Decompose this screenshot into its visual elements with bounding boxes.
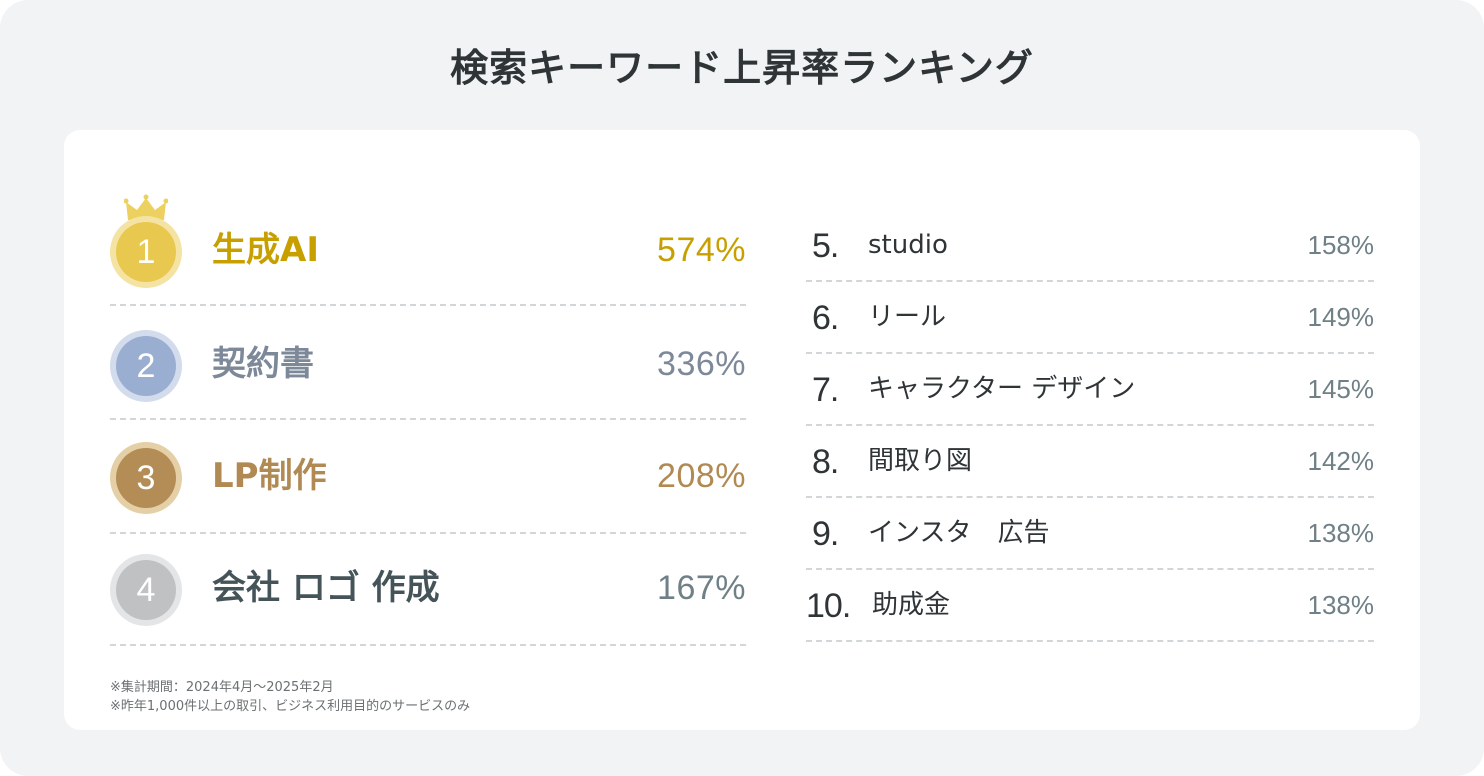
growth-percent: 149% — [1307, 302, 1375, 332]
rank-row-8: 8. 間取り図 142% — [806, 426, 1374, 498]
top-rank-row-4: 4 会社 ロゴ 作成 167% — [110, 534, 746, 646]
medal-gray-icon: 4 — [110, 554, 182, 626]
crown-icon — [124, 194, 168, 220]
medal-gold-icon: 1 — [110, 216, 182, 288]
rank-number: 2 — [136, 346, 156, 385]
growth-percent: 574% — [657, 231, 746, 269]
rank-number: 6. — [812, 299, 839, 337]
keyword-name: 生成AI — [212, 230, 319, 270]
keyword-name: 間取り図 — [868, 446, 973, 476]
ranking-card: 1 生成AI 574% 2 契約書 336% 3 LP制作 20 — [64, 130, 1420, 730]
rank-row-10: 10. 助成金 138% — [806, 570, 1374, 642]
page-title: 検索キーワード上昇率ランキング — [450, 46, 1034, 90]
medal-silver-icon: 2 — [110, 330, 182, 402]
growth-percent: 336% — [657, 345, 746, 383]
keyword-name: 契約書 — [212, 344, 314, 384]
growth-percent: 208% — [657, 457, 746, 495]
keyword-name: リール — [868, 302, 947, 332]
rank-number: 4 — [136, 570, 156, 609]
rank-number: 9. — [812, 515, 839, 553]
footnote-scope: ※昨年1,000件以上の取引、ビジネス利用目的のサービスのみ — [110, 699, 471, 714]
rank-row-6: 6. リール 149% — [806, 282, 1374, 354]
rank-number: 8. — [812, 443, 839, 481]
top-rank-row-1: 1 生成AI 574% — [110, 194, 746, 306]
keyword-name: LP制作 — [212, 456, 327, 496]
rank-row-5: 5. studio 158% — [806, 210, 1374, 282]
rank-row-7: 7. キャラクター デザイン 145% — [806, 354, 1374, 426]
growth-percent: 167% — [657, 569, 746, 607]
keyword-name: キャラクター デザイン — [868, 374, 1136, 404]
rank-number: 1 — [136, 232, 156, 271]
keyword-name: 助成金 — [872, 590, 951, 620]
rank-number: 10. — [806, 587, 851, 625]
footnotes: ※集計期間：2024年4月〜2025年2月 ※昨年1,000件以上の取引、ビジネ… — [110, 678, 470, 716]
rank-number: 7. — [812, 371, 839, 409]
growth-percent: 158% — [1307, 230, 1375, 260]
growth-percent: 142% — [1307, 446, 1375, 476]
rank-row-9: 9. インスタ 広告 138% — [806, 498, 1374, 570]
growth-percent: 145% — [1307, 374, 1375, 404]
rank-number: 3 — [136, 458, 156, 497]
medal-bronze-icon: 3 — [110, 442, 182, 514]
growth-percent: 138% — [1307, 518, 1375, 548]
top-rank-row-3: 3 LP制作 208% — [110, 422, 746, 534]
growth-percent: 138% — [1307, 590, 1375, 620]
footnote-period: ※集計期間：2024年4月〜2025年2月 — [110, 680, 334, 695]
keyword-name: インスタ 広告 — [868, 518, 1050, 548]
top-rank-row-2: 2 契約書 336% — [110, 308, 746, 420]
keyword-name: 会社 ロゴ 作成 — [212, 568, 440, 608]
keyword-name: studio — [868, 230, 948, 260]
rank-number: 5. — [812, 227, 839, 265]
